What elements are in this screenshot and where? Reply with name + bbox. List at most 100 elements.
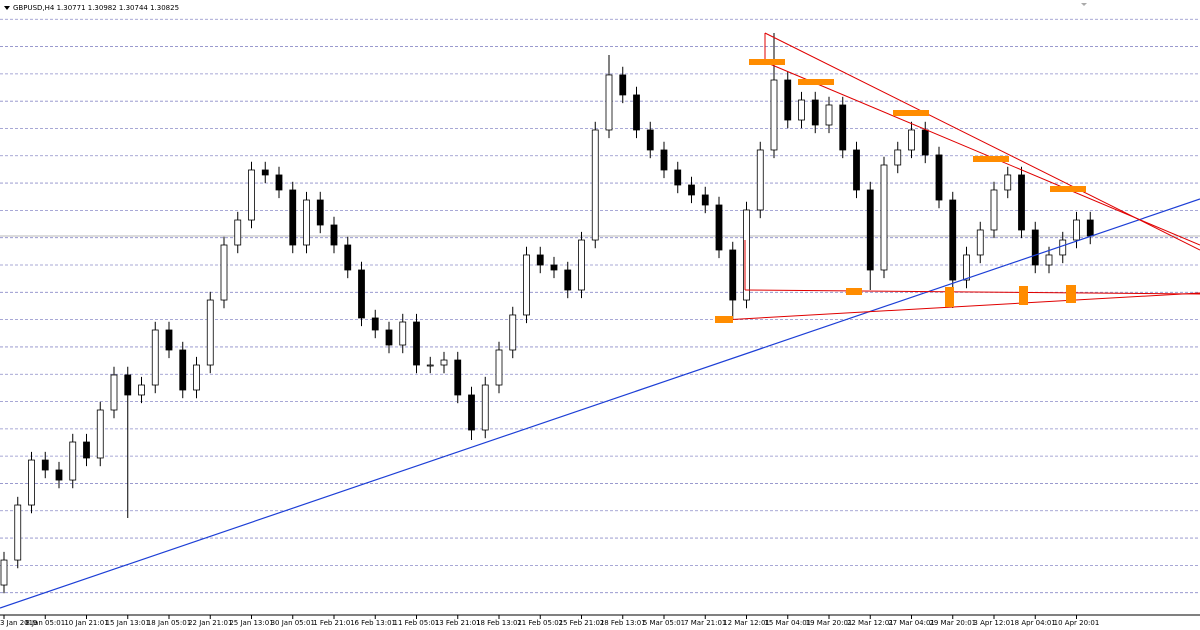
candle-body: [179, 349, 187, 391]
candle-body: [206, 299, 214, 366]
candle-body: [578, 239, 585, 291]
candle-body: [550, 264, 558, 271]
candle-body: [1086, 219, 1094, 237]
marker: [1019, 286, 1028, 305]
candle-body: [921, 129, 929, 156]
candle-body: [1004, 174, 1012, 191]
candle-body: [509, 314, 517, 351]
x-tick-label: 19 Mar 20:01: [806, 619, 853, 627]
candle-body: [963, 254, 970, 281]
candle-body: [0, 559, 8, 586]
candle-body: [344, 244, 352, 271]
candle-body: [440, 359, 448, 366]
candle-body: [990, 189, 998, 231]
candle-body: [371, 317, 379, 331]
x-tick-label: 15 Jan 13:01: [106, 619, 150, 627]
candle-body: [138, 384, 145, 396]
x-tick-label: 11 Feb 05:01: [394, 619, 440, 627]
candle-body: [275, 174, 283, 191]
candle-body: [811, 99, 819, 126]
x-tick-label: 15 Mar 04:01: [764, 619, 811, 627]
candle-body: [674, 169, 682, 186]
candle-body: [743, 209, 750, 301]
x-tick-label: 18 Jan 05:01: [147, 619, 191, 627]
candle-body: [784, 79, 792, 121]
candle-body: [289, 189, 297, 246]
candle-body: [536, 254, 544, 266]
candle-body: [523, 254, 530, 316]
candle-body: [949, 199, 957, 281]
x-tick-label: 30 Jan 05:01: [271, 619, 315, 627]
candle-body: [633, 94, 640, 131]
x-tick-label: 12 Mar 12:01: [723, 619, 770, 627]
candle-body: [399, 321, 407, 346]
candle-body: [894, 149, 902, 166]
grid: [0, 18, 1200, 594]
candle-body: [468, 394, 475, 431]
candle-body: [413, 321, 420, 366]
scroll-marker: [1081, 3, 1087, 6]
candle-body: [908, 129, 915, 151]
candle-body: [729, 249, 737, 301]
x-tick-label: 6 Feb 13:01: [355, 619, 396, 627]
candle-body: [248, 169, 255, 221]
candle-body: [605, 74, 613, 131]
candle-body: [41, 459, 49, 471]
x-tick-label: 8 Jan 05:01: [25, 619, 65, 627]
x-tick-label: 7 Mar 21:01: [684, 619, 726, 627]
x-tick-label: 10 Apr 20:01: [1054, 619, 1100, 627]
candle-body: [303, 199, 310, 246]
candle-body: [880, 164, 888, 271]
candle-body: [825, 104, 833, 126]
candle-body: [1018, 174, 1025, 231]
x-tick-label: 28 Feb 13:01: [600, 619, 646, 627]
candle-body: [426, 364, 434, 367]
x-tick-label: 18 Feb 13:01: [476, 619, 522, 627]
marker: [798, 79, 834, 85]
candle-body: [839, 104, 847, 151]
candle-body: [165, 329, 173, 351]
candle-body: [715, 204, 723, 251]
candle-body: [564, 269, 572, 291]
candle-body: [495, 349, 503, 386]
x-tick-label: 21 Feb 05:01: [517, 619, 563, 627]
marker: [846, 288, 862, 295]
markers: [715, 59, 1086, 323]
x-tick-label: 27 Mar 04:01: [888, 619, 935, 627]
marker: [893, 110, 929, 116]
candle-body: [701, 194, 709, 206]
candle-body: [853, 149, 860, 191]
candle-body: [110, 374, 118, 411]
trend-line: [764, 61, 1200, 246]
marker: [973, 156, 1009, 162]
x-tick-label: 5 Mar 05:01: [643, 619, 685, 627]
x-tick-label: 10 Jan 21:01: [64, 619, 108, 627]
candle-body: [261, 169, 269, 176]
candle-body: [151, 329, 159, 386]
x-tick-label: 22 Mar 12:01: [847, 619, 894, 627]
candle-body: [234, 219, 242, 246]
candles: [0, 32, 1094, 594]
x-tick-label: 25 Feb 21:01: [559, 619, 605, 627]
x-tick-label: 29 Mar 20:01: [929, 619, 976, 627]
menu-arrow[interactable]: [4, 6, 10, 10]
candle-body: [96, 409, 104, 459]
candle-body: [976, 229, 984, 256]
candle-body: [770, 79, 778, 151]
candle-body: [935, 154, 943, 201]
x-tick-label: 3 Apr 12:01: [973, 619, 1014, 627]
candle-body: [866, 189, 874, 271]
candle-body: [1031, 229, 1039, 266]
candle-body: [591, 129, 599, 241]
marker: [715, 316, 733, 323]
x-tick-label: 25 Jan 13:01: [229, 619, 273, 627]
x-tick-label: 1 Feb 21:01: [313, 619, 354, 627]
candle-body: [646, 129, 654, 151]
candle-body: [69, 441, 77, 481]
drawings: [0, 32, 1200, 609]
candle-body: [1059, 239, 1067, 256]
trend-line: [764, 32, 1200, 251]
x-tick-label: 22 Jan 21:01: [188, 619, 232, 627]
candle-body: [481, 384, 489, 431]
